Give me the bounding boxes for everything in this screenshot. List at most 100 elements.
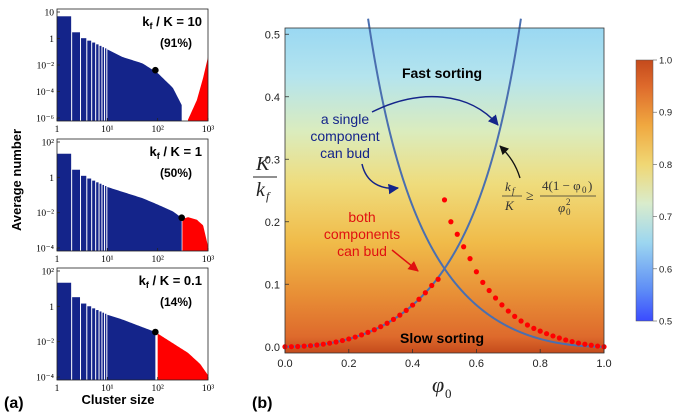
phase-dot xyxy=(346,336,352,342)
colorbar-gradient xyxy=(635,59,654,322)
both-bud-line2: components xyxy=(324,226,400,242)
phase-frame xyxy=(284,27,605,354)
phase-dot xyxy=(467,256,473,262)
phase-dot xyxy=(288,344,294,350)
hist-series-0 xyxy=(57,153,182,251)
phase-dot xyxy=(569,338,575,345)
b-ytick-label: 0.0 xyxy=(265,342,280,354)
slow-sorting-label: Slow sorting xyxy=(400,330,484,346)
b-xlabel-sub: 0 xyxy=(445,386,452,401)
hist-frame xyxy=(56,267,209,381)
a-xlabel: Cluster size xyxy=(82,392,155,407)
phase-axes: 0.0 0.2 0.4 0.6 0.8 1.0 0.0 0.1 0.2 0.3 0.4 0.5 xyxy=(265,29,612,370)
hist-xtick-label: 10³ xyxy=(202,125,215,135)
phase-dot xyxy=(371,327,377,333)
hist-ytick-label: 10⁻² xyxy=(37,338,55,348)
colorbar-ticks: 1.0 0.9 0.8 0.7 0.6 0.5 xyxy=(653,56,672,328)
hist-tail xyxy=(107,187,182,251)
phase-dot xyxy=(531,325,537,331)
phase-dot xyxy=(378,324,384,330)
hist-ytick-label: 1 xyxy=(49,303,54,313)
b-ylabel-num: K xyxy=(255,153,271,175)
hist-marker xyxy=(152,66,159,74)
hist-xtick-label: 1 xyxy=(55,384,60,394)
ineq-lhs-num-sub: f xyxy=(512,186,516,196)
colorbar-tick-label: 0.5 xyxy=(659,317,672,328)
hist-ratio-label: kf / K = 1 xyxy=(149,144,202,161)
b-xlabel: φ 0 xyxy=(432,372,452,401)
phase-dot xyxy=(295,343,301,350)
hist-ytick-label: 10⁻⁶ xyxy=(36,115,54,125)
hist-ytick-label: 10⁻⁴ xyxy=(36,374,55,384)
phase-dot xyxy=(441,197,448,203)
ineq-lhs-den: K xyxy=(504,198,515,213)
phase-dot xyxy=(403,307,409,313)
hist-bar xyxy=(92,308,96,380)
hist-tail xyxy=(107,314,156,380)
hist-bar xyxy=(105,48,107,122)
hist-bar xyxy=(99,45,102,121)
hist-bar xyxy=(72,32,81,122)
phase-dot xyxy=(339,337,346,344)
phase-dot xyxy=(512,313,518,319)
hist-bar xyxy=(57,153,72,251)
hist-ytick-label: 10² xyxy=(42,139,55,149)
phase-dot xyxy=(320,341,326,347)
hist-xtick-label: 10³ xyxy=(202,384,215,394)
phase-dot xyxy=(492,295,499,301)
phase-dot xyxy=(575,340,582,346)
hist-bar xyxy=(87,306,92,380)
phase-dot xyxy=(582,341,588,347)
hist-series-1 xyxy=(182,217,208,251)
hist-bar xyxy=(99,183,102,251)
hist-ytick-label: 10⁻⁴ xyxy=(36,88,55,98)
phase-dot xyxy=(486,287,492,294)
phase-diagram: 0.0 0.2 0.4 0.6 0.8 1.0 0.0 0.1 0.2 0.3 0.4 0.5 Fas… xyxy=(253,18,612,401)
hist-xtick-label: 1 xyxy=(55,255,60,265)
phase-dot xyxy=(473,269,479,275)
ineq-rhs-den-sub: 0 xyxy=(566,207,571,217)
hist-marker xyxy=(152,328,159,336)
hist-ytick-label: 10⁻² xyxy=(37,209,55,219)
hist-ytick-label: 10⁻² xyxy=(37,62,55,72)
colorbar-tick-label: 0.7 xyxy=(659,212,672,223)
hist-xtick-label: 10¹ xyxy=(101,255,114,265)
hist-series-1 xyxy=(187,57,208,121)
phase-dot xyxy=(333,339,339,345)
phase-dot xyxy=(429,282,435,289)
phase-dot xyxy=(550,333,556,339)
b-ytick-label: 0.1 xyxy=(265,279,280,291)
panel-b-label: (b) xyxy=(252,395,272,412)
hist-bar xyxy=(72,169,81,251)
phase-dot xyxy=(314,342,320,348)
b-ylabel: K k f xyxy=(253,153,277,203)
hist-xtick-label: 10¹ xyxy=(101,125,114,135)
single-bud-line2: component xyxy=(310,128,379,144)
phase-dot xyxy=(505,308,511,314)
hist-bar xyxy=(81,38,87,121)
hist-xtick-label: 10² xyxy=(151,125,164,135)
phase-dot xyxy=(461,244,467,250)
hist-percent-label: (91%) xyxy=(160,36,192,50)
hist-bar xyxy=(87,178,92,251)
b-ytick-label: 0.4 xyxy=(265,92,280,104)
hist-bar xyxy=(57,16,72,122)
phase-dot xyxy=(524,322,531,328)
hist-ratio-label: kf / K = 10 xyxy=(142,14,202,31)
ineq-lhs-num: k xyxy=(505,179,511,194)
colorbar-tick-label: 0.8 xyxy=(659,160,672,171)
hist-bar xyxy=(105,186,107,251)
hist-bar xyxy=(57,282,72,380)
inequality-arrow xyxy=(499,145,521,179)
hist-series-0 xyxy=(57,282,156,380)
b-xtick-label: 0.8 xyxy=(533,358,548,370)
hist-ytick-label: 10² xyxy=(42,268,55,278)
hist-red-region xyxy=(182,217,208,251)
both-bud-line3: can bud xyxy=(337,243,387,259)
phase-background xyxy=(285,28,604,353)
hist-xtick-label: 10² xyxy=(151,384,164,394)
hist-ytick-label: 1 xyxy=(49,174,54,184)
b-xtick-label: 0.6 xyxy=(469,358,484,370)
